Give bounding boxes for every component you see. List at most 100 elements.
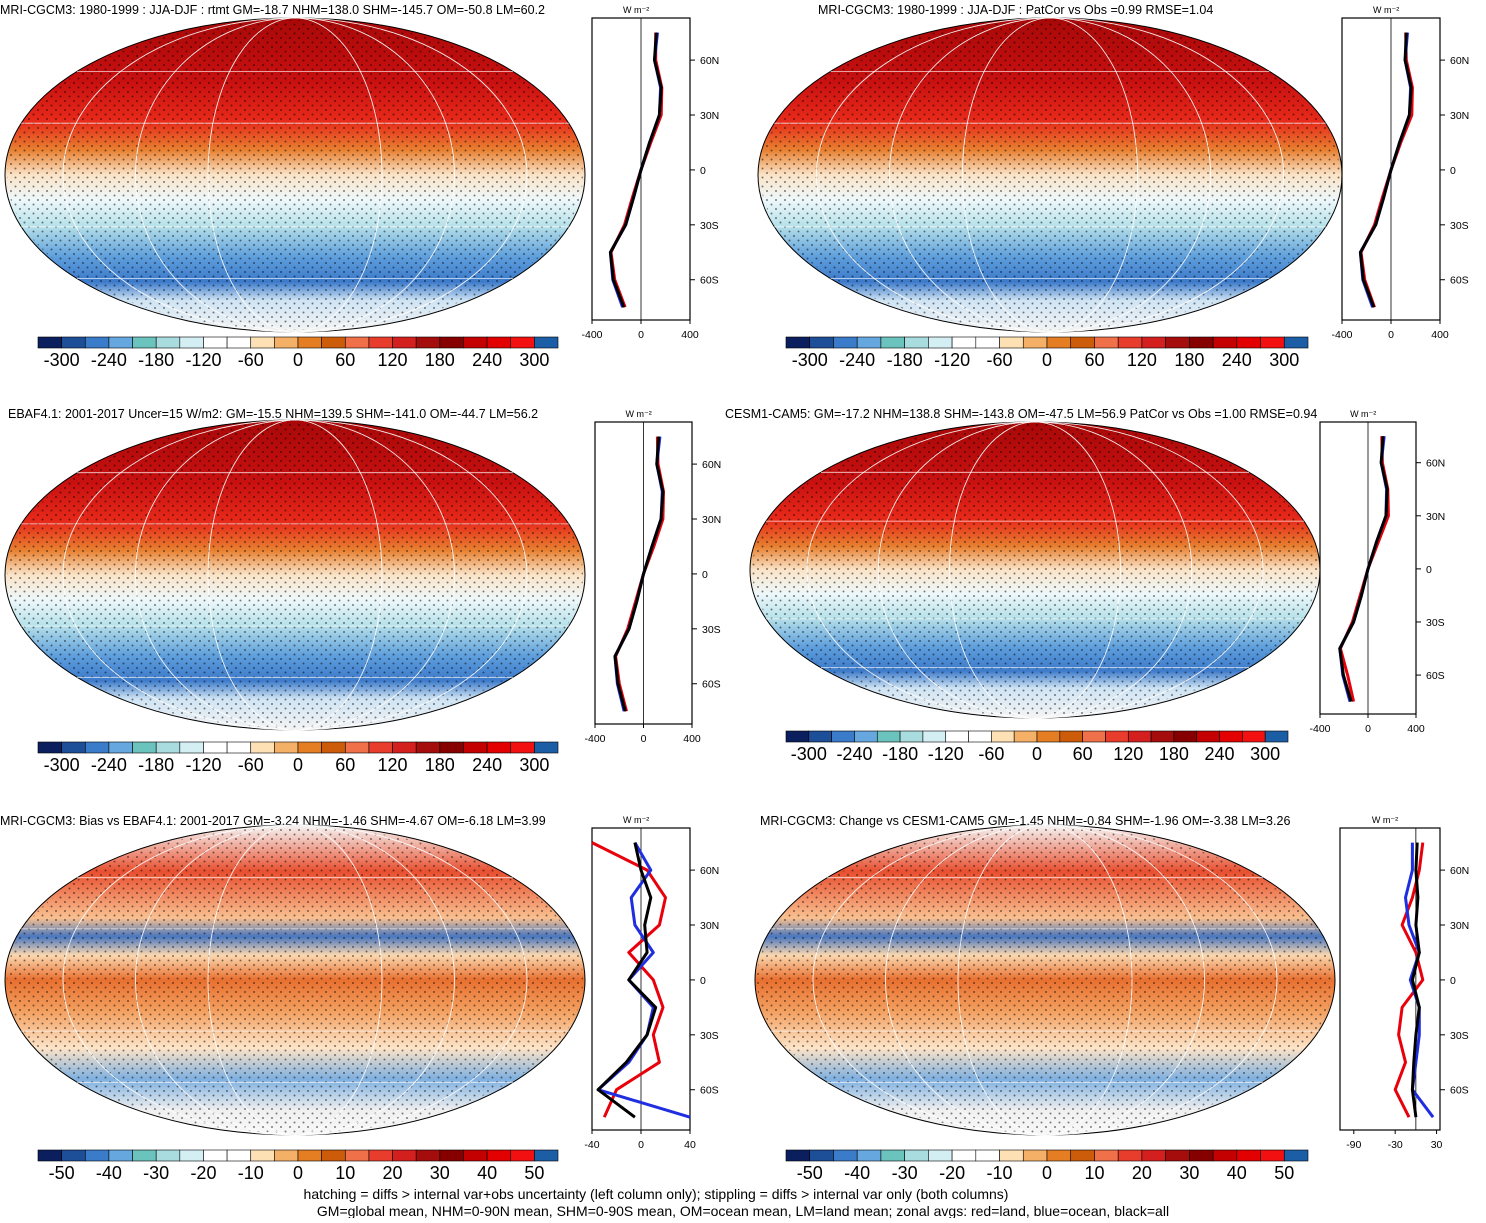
colorbar-box: [510, 336, 535, 349]
colorbar-box: [831, 730, 855, 743]
colorbar-box: [1165, 336, 1190, 349]
y-tick-label: 60S: [1450, 1085, 1469, 1097]
colorbar-box: [1094, 1149, 1119, 1162]
colorbar-box: [876, 730, 901, 743]
colorbar-box: [968, 730, 992, 743]
colorbar-label: -60: [978, 744, 1004, 764]
colorbar-box: [1212, 1149, 1238, 1162]
map-meridian: [812, 824, 1278, 1136]
colorbar-label: 0: [1032, 744, 1042, 764]
y-tick-label: 30S: [1450, 220, 1469, 232]
y-tick-label: 60N: [1450, 55, 1469, 67]
colorbar-box: [1046, 1149, 1072, 1162]
colorbar-box: [856, 336, 882, 349]
colorbar-box: [321, 1149, 346, 1162]
x-axis-label: W m⁻²: [1373, 5, 1399, 15]
colorbar-box: [392, 1149, 417, 1162]
colorbar-box: [1127, 730, 1152, 743]
colorbar-box: [1165, 1149, 1190, 1162]
colorbar-box: [975, 1149, 1000, 1162]
colorbar-box: [486, 1149, 512, 1162]
colorbar-label: -120: [185, 350, 221, 370]
zonal-line: [591, 841, 667, 1118]
zonal-line: [1338, 436, 1389, 703]
zonal-line: [1404, 842, 1435, 1119]
zonal-line: [596, 842, 658, 1119]
x-tick-label: 0: [638, 1139, 644, 1151]
colorbar-box: [415, 741, 441, 754]
colorbar-box: [1141, 336, 1166, 349]
colorbar-box: [486, 336, 512, 349]
colorbar-box: [1141, 1149, 1166, 1162]
colorbar-box: [1094, 336, 1119, 349]
colorbar-box: [274, 741, 299, 754]
colorbar-label: 240: [472, 755, 502, 775]
colorbar-box: [904, 336, 929, 349]
colorbar-box: [1260, 336, 1285, 349]
colorbar-box: [155, 1149, 181, 1162]
colorbar-box: [203, 1149, 228, 1162]
map-meridian: [816, 17, 1285, 333]
zonal-line: [1338, 436, 1390, 702]
y-tick-label: 60N: [1426, 458, 1445, 470]
y-tick-label: 30S: [700, 220, 719, 232]
stipple: [7, 827, 583, 1133]
x-tick-label: -90: [1346, 1139, 1361, 1151]
colorbar-box: [108, 741, 133, 754]
colorbar-label: -180: [138, 350, 174, 370]
x-axis-label: W m⁻²: [623, 5, 649, 15]
colorbar-label: 60: [335, 755, 355, 775]
colorbar-label: 240: [1222, 350, 1252, 370]
x-tick-label: -30: [1388, 1139, 1403, 1151]
colorbar-label: -30: [143, 1163, 169, 1183]
y-tick-label: 30N: [1450, 920, 1469, 932]
panel-title: MRI-CGCM3: Change vs CESM1-CAM5 GM=-1.45…: [760, 814, 1290, 828]
colorbar-box: [486, 741, 512, 754]
panel-title: MRI-CGCM3: 1980-1999 : JJA-DJF : PatCor …: [818, 3, 1213, 17]
y-tick-label: 0: [702, 569, 708, 581]
colorbar-box: [321, 741, 346, 754]
colorbar-label: 0: [1042, 1163, 1052, 1183]
colorbar-box: [1219, 730, 1243, 743]
y-tick-label: 30S: [702, 624, 721, 636]
colorbar-box: [904, 1149, 929, 1162]
colorbar-label: 10: [335, 1163, 355, 1183]
y-tick-label: 30N: [700, 110, 719, 122]
panel: MRI-CGCM3: 1980-1999 : JJA-DJF : rtmt GM…: [0, 3, 719, 370]
colorbar-box: [368, 741, 393, 754]
colorbar-box: [1117, 336, 1143, 349]
colorbar-box: [1070, 1149, 1095, 1162]
colorbar-label: 40: [477, 1163, 497, 1183]
colorbar-box: [975, 336, 1000, 349]
colorbar-box: [1046, 336, 1072, 349]
colorbar-label: -50: [49, 1163, 75, 1183]
map-meridian: [62, 17, 528, 333]
zonal-line: [1358, 32, 1413, 308]
colorbar-label: 180: [1174, 350, 1204, 370]
colorbar-label: 180: [425, 350, 455, 370]
x-tick-label: 400: [681, 329, 699, 341]
y-tick-label: 30N: [700, 920, 719, 932]
colorbar-label: -180: [138, 755, 174, 775]
colorbar-label: -50: [797, 1163, 823, 1183]
colorbar-box: [392, 741, 417, 754]
colorbar-label: -240: [836, 744, 872, 764]
zonal-line: [1338, 436, 1389, 702]
panel: MRI-CGCM3: 1980-1999 : JJA-DJF : PatCor …: [757, 3, 1469, 370]
colorbar-label: -60: [238, 350, 264, 370]
colorbar-box: [1117, 1149, 1143, 1162]
colorbar-label: -240: [91, 350, 127, 370]
colorbar-label: 20: [1132, 1163, 1152, 1183]
colorbar-label: 240: [1205, 744, 1235, 764]
colorbar-label: -120: [928, 744, 964, 764]
colorbar-label: 300: [519, 350, 549, 370]
zonal-line: [1359, 32, 1414, 308]
y-tick-label: 60N: [700, 865, 719, 877]
x-axis-label: W m⁻²: [623, 815, 649, 825]
colorbar-label: 180: [425, 755, 455, 775]
y-tick-label: 30N: [702, 514, 721, 526]
colorbar-box: [321, 336, 346, 349]
colorbar-box: [785, 336, 811, 349]
map-meridian: [806, 421, 1264, 719]
colorbar-label: 50: [524, 1163, 544, 1183]
